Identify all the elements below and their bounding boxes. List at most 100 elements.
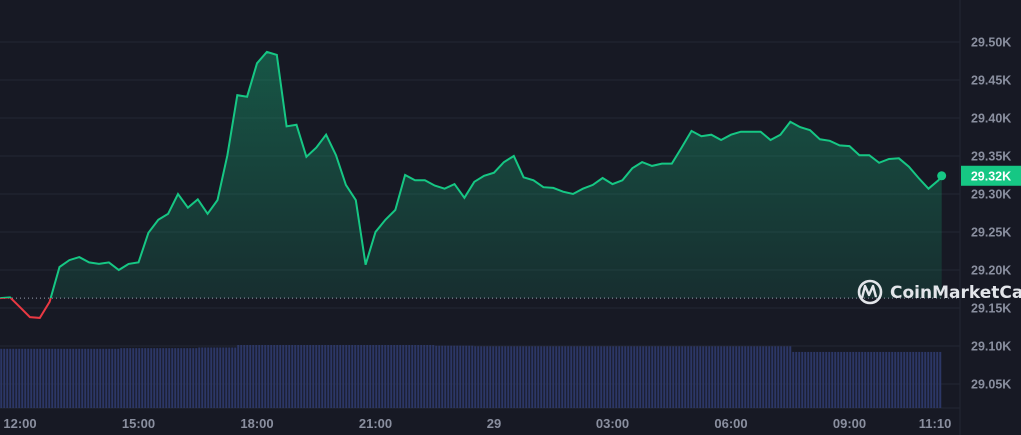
volume-bar — [117, 348, 120, 408]
volume-bar — [108, 348, 111, 408]
volume-bar — [858, 351, 861, 408]
volume-bar — [501, 346, 504, 408]
volume-bar — [582, 346, 585, 408]
volume-bar — [564, 346, 567, 408]
volume-bar — [852, 351, 855, 408]
x-tick-label: 18:00 — [240, 416, 273, 431]
volume-bar — [198, 347, 201, 408]
volume-bar — [162, 348, 165, 408]
volume-bar — [483, 346, 486, 408]
volume-bar — [909, 351, 912, 408]
volume-bar — [348, 345, 351, 408]
volume-bar — [780, 346, 783, 408]
volume-bar — [216, 347, 219, 408]
volume-bar — [387, 345, 390, 408]
volume-bar — [924, 351, 927, 408]
volume-bar — [141, 348, 144, 408]
coinmarketcap-watermark: CoinMarketCap — [857, 279, 1021, 305]
volume-bar — [282, 345, 285, 408]
volume-bar — [138, 348, 141, 408]
volume-bar — [507, 346, 510, 408]
volume-bar — [807, 351, 810, 408]
volume-bar — [339, 345, 342, 408]
volume-bar — [144, 348, 147, 408]
x-tick-label: 03:00 — [596, 416, 629, 431]
volume-bar — [762, 346, 765, 408]
volume-bar — [459, 345, 462, 408]
volume-bar — [882, 351, 885, 408]
volume-bar — [66, 348, 69, 408]
volume-bars — [0, 345, 942, 408]
volume-bar — [42, 348, 45, 408]
volume-bar — [645, 346, 648, 408]
current-price-label: 29.32K — [971, 169, 1011, 183]
volume-bar — [939, 351, 942, 408]
volume-bar — [168, 348, 171, 408]
volume-bar — [270, 345, 273, 408]
volume-bar — [402, 345, 405, 408]
volume-bar — [381, 345, 384, 408]
volume-bar — [894, 351, 897, 408]
x-tick-label: 15:00 — [122, 416, 155, 431]
price-area-fill — [0, 51, 942, 299]
volume-bar — [705, 346, 708, 408]
volume-bar — [900, 351, 903, 408]
volume-bar — [630, 346, 633, 408]
volume-bar — [327, 345, 330, 408]
volume-bar — [714, 346, 717, 408]
volume-bar — [423, 345, 426, 408]
volume-bar — [276, 345, 279, 408]
volume-bar — [435, 345, 438, 408]
volume-bar — [366, 345, 369, 408]
volume-bar — [738, 346, 741, 408]
volume-bar — [504, 346, 507, 408]
volume-bar — [876, 351, 879, 408]
volume-bar — [795, 351, 798, 408]
volume-bar — [342, 345, 345, 408]
volume-bar — [912, 351, 915, 408]
volume-bar — [690, 346, 693, 408]
volume-bar — [132, 348, 135, 408]
volume-bar — [192, 348, 195, 408]
volume-bar — [930, 351, 933, 408]
volume-bar — [330, 345, 333, 408]
volume-bar — [18, 348, 21, 408]
volume-bar — [219, 347, 222, 408]
volume-bar — [261, 345, 264, 408]
volume-bar — [390, 345, 393, 408]
volume-bar — [498, 346, 501, 408]
volume-bar — [867, 351, 870, 408]
volume-bar — [915, 351, 918, 408]
volume-bar — [552, 346, 555, 408]
volume-bar — [96, 348, 99, 408]
volume-bar — [573, 346, 576, 408]
volume-bar — [33, 348, 36, 408]
volume-bar — [600, 346, 603, 408]
volume-bar — [135, 348, 138, 408]
volume-bar — [771, 346, 774, 408]
volume-bar — [207, 347, 210, 408]
volume-bar — [822, 351, 825, 408]
volume-bar — [750, 346, 753, 408]
volume-bar — [312, 345, 315, 408]
y-tick-label: 29.25K — [971, 226, 1011, 240]
volume-bar — [222, 347, 225, 408]
volume-bar — [672, 346, 675, 408]
volume-bar — [441, 345, 444, 408]
volume-bar — [546, 346, 549, 408]
volume-bar — [837, 351, 840, 408]
volume-bar — [462, 345, 465, 408]
volume-bar — [345, 345, 348, 408]
volume-bar — [45, 348, 48, 408]
y-tick-label: 29.15K — [971, 302, 1011, 316]
volume-bar — [579, 346, 582, 408]
volume-bar — [189, 348, 192, 408]
volume-bar — [855, 351, 858, 408]
x-tick-label: 12:00 — [3, 416, 36, 431]
volume-bar — [558, 346, 561, 408]
volume-bar — [183, 348, 186, 408]
volume-bar — [246, 345, 249, 408]
volume-bar — [57, 348, 60, 408]
volume-bar — [105, 348, 108, 408]
